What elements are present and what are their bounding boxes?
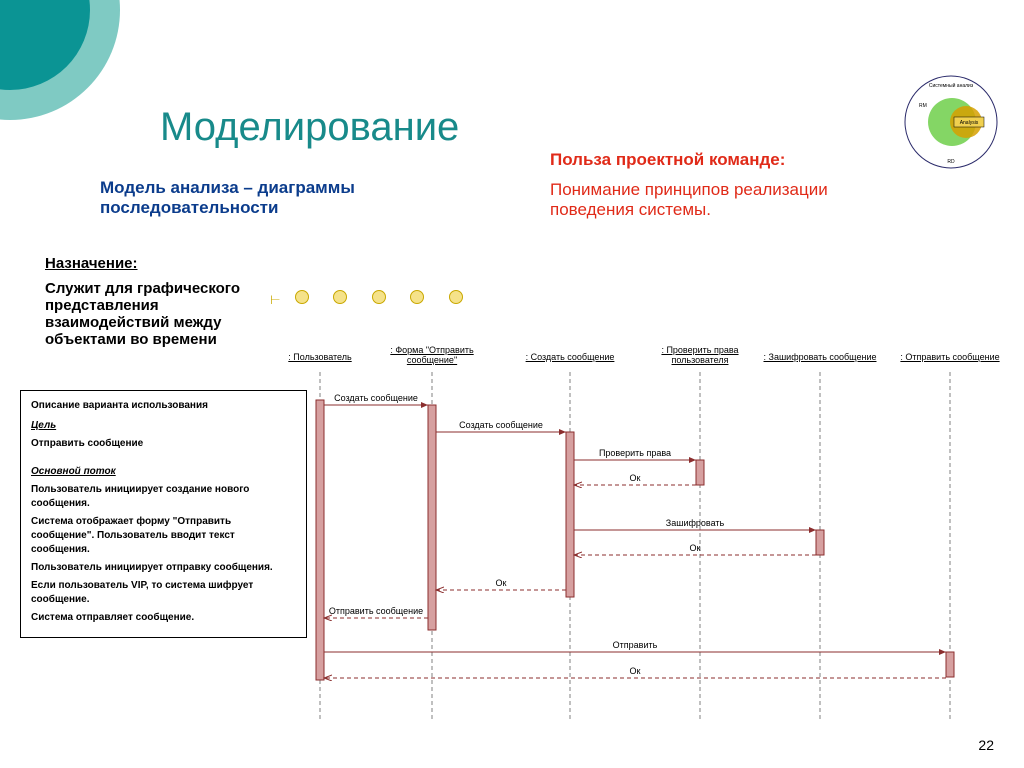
sequence-diagram: Создать сообщение Создать сообщение Провер… <box>0 0 1024 768</box>
page-number: 22 <box>978 737 994 753</box>
svg-text:Ок: Ок <box>630 473 641 483</box>
lifeline-label: : Форма "Отправить сообщение" <box>377 345 487 365</box>
svg-text:Отправить сообщение: Отправить сообщение <box>329 606 423 616</box>
lifeline-label: : Пользователь <box>288 352 351 362</box>
lifeline-label: : Отправить сообщение <box>900 352 999 362</box>
svg-text:Создать сообщение: Создать сообщение <box>334 393 418 403</box>
svg-text:Создать сообщение: Создать сообщение <box>459 420 543 430</box>
svg-text:Проверить права: Проверить права <box>599 448 671 458</box>
lifeline-label: : Создать сообщение <box>526 352 615 362</box>
svg-text:Ок: Ок <box>630 666 641 676</box>
svg-text:Отправить: Отправить <box>613 640 658 650</box>
svg-text:Зашифровать: Зашифровать <box>666 518 725 528</box>
svg-text:Ок: Ок <box>690 543 701 553</box>
svg-text:Ок: Ок <box>496 578 507 588</box>
lifeline-label: : Проверить права пользователя <box>645 345 755 365</box>
lifeline-label: : Зашифровать сообщение <box>764 352 877 362</box>
